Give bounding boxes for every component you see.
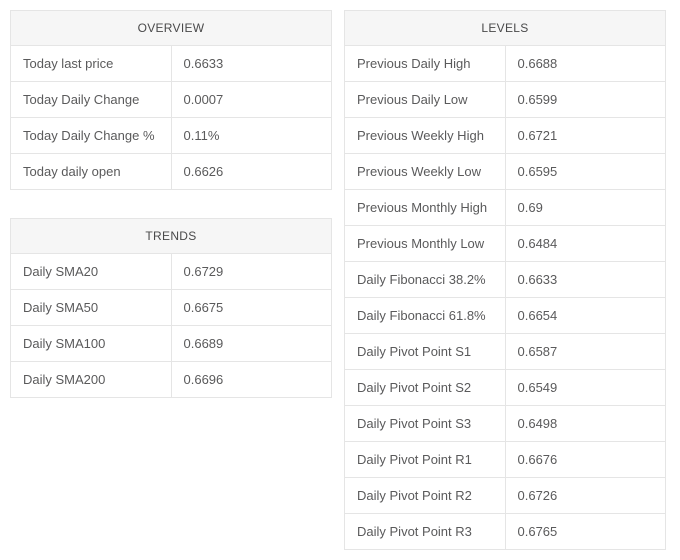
levels-row-label: Daily Pivot Point R3 [345,514,506,550]
levels-row-value: 0.6676 [505,442,666,478]
table-row: Daily SMA500.6675 [11,290,332,326]
levels-row-value: 0.6599 [505,82,666,118]
levels-row-value: 0.6688 [505,46,666,82]
table-row: Daily Fibonacci 61.8%0.6654 [345,298,666,334]
levels-row-label: Daily Pivot Point R2 [345,478,506,514]
levels-row-value: 0.69 [505,190,666,226]
overview-row-value: 0.11% [171,118,332,154]
levels-row-label: Daily Pivot Point R1 [345,442,506,478]
levels-row-value: 0.6595 [505,154,666,190]
table-row: Today last price0.6633 [11,46,332,82]
table-row: Daily Pivot Point R30.6765 [345,514,666,550]
table-row: Daily SMA2000.6696 [11,362,332,398]
left-column: OVERVIEWToday last price0.6633Today Dail… [10,10,332,398]
trends-row-label: Daily SMA200 [11,362,172,398]
table-row: Previous Daily Low0.6599 [345,82,666,118]
levels-row-value: 0.6498 [505,406,666,442]
levels-row-label: Daily Fibonacci 38.2% [345,262,506,298]
trends-row-value: 0.6729 [171,254,332,290]
table-row: Daily Pivot Point R20.6726 [345,478,666,514]
levels-row-value: 0.6721 [505,118,666,154]
trends-title: TRENDS [11,219,332,254]
table-row: Daily Pivot Point S20.6549 [345,370,666,406]
levels-row-label: Daily Pivot Point S3 [345,406,506,442]
levels-row-label: Daily Fibonacci 61.8% [345,298,506,334]
tables-container: OVERVIEWToday last price0.6633Today Dail… [10,10,670,550]
table-row: Today Daily Change0.0007 [11,82,332,118]
overview-row-value: 0.6626 [171,154,332,190]
levels-row-value: 0.6587 [505,334,666,370]
levels-row-value: 0.6484 [505,226,666,262]
overview-row-label: Today last price [11,46,172,82]
levels-row-label: Previous Daily Low [345,82,506,118]
table-row: Daily Pivot Point R10.6676 [345,442,666,478]
table-row: Previous Monthly Low0.6484 [345,226,666,262]
levels-row-value: 0.6726 [505,478,666,514]
table-row: Daily Pivot Point S30.6498 [345,406,666,442]
table-row: Daily SMA200.6729 [11,254,332,290]
right-column: LEVELSPrevious Daily High0.6688Previous … [344,10,666,550]
levels-row-value: 0.6765 [505,514,666,550]
table-row: Previous Weekly High0.6721 [345,118,666,154]
levels-row-value: 0.6549 [505,370,666,406]
overview-row-label: Today daily open [11,154,172,190]
table-row: Today Daily Change %0.11% [11,118,332,154]
table-row: Previous Weekly Low0.6595 [345,154,666,190]
trends-row-label: Daily SMA100 [11,326,172,362]
levels-row-label: Daily Pivot Point S1 [345,334,506,370]
overview-row-label: Today Daily Change % [11,118,172,154]
overview-row-value: 0.0007 [171,82,332,118]
table-row: Today daily open0.6626 [11,154,332,190]
trends-row-label: Daily SMA50 [11,290,172,326]
trends-row-value: 0.6696 [171,362,332,398]
levels-row-label: Previous Weekly Low [345,154,506,190]
table-row: Daily Fibonacci 38.2%0.6633 [345,262,666,298]
overview-row-label: Today Daily Change [11,82,172,118]
trends-row-value: 0.6675 [171,290,332,326]
table-row: Daily Pivot Point S10.6587 [345,334,666,370]
table-row: Daily SMA1000.6689 [11,326,332,362]
table-row: Previous Monthly High0.69 [345,190,666,226]
levels-row-value: 0.6633 [505,262,666,298]
trends-table: TRENDSDaily SMA200.6729Daily SMA500.6675… [10,218,332,398]
levels-table: LEVELSPrevious Daily High0.6688Previous … [344,10,666,550]
levels-row-label: Previous Monthly High [345,190,506,226]
levels-row-label: Daily Pivot Point S2 [345,370,506,406]
levels-row-value: 0.6654 [505,298,666,334]
overview-row-value: 0.6633 [171,46,332,82]
trends-row-label: Daily SMA20 [11,254,172,290]
overview-table: OVERVIEWToday last price0.6633Today Dail… [10,10,332,190]
table-row: Previous Daily High0.6688 [345,46,666,82]
levels-row-label: Previous Daily High [345,46,506,82]
trends-row-value: 0.6689 [171,326,332,362]
levels-title: LEVELS [345,11,666,46]
levels-row-label: Previous Monthly Low [345,226,506,262]
overview-title: OVERVIEW [11,11,332,46]
levels-row-label: Previous Weekly High [345,118,506,154]
